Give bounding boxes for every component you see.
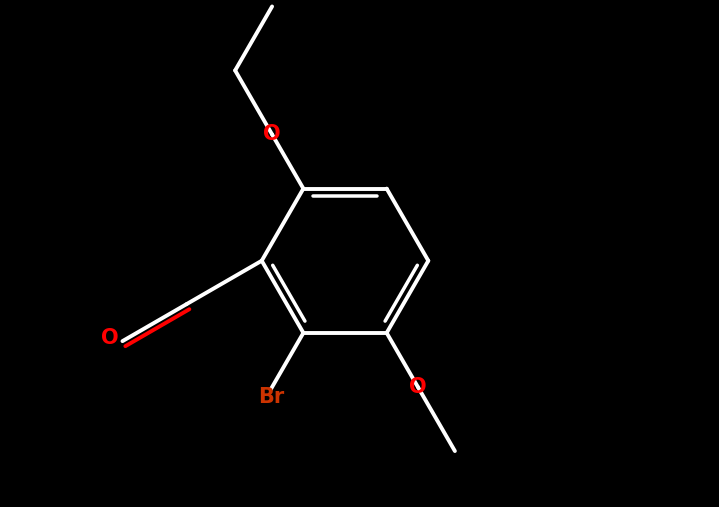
- Text: O: O: [263, 124, 281, 144]
- Text: Br: Br: [257, 386, 284, 407]
- Text: O: O: [101, 328, 118, 347]
- Text: O: O: [409, 377, 427, 397]
